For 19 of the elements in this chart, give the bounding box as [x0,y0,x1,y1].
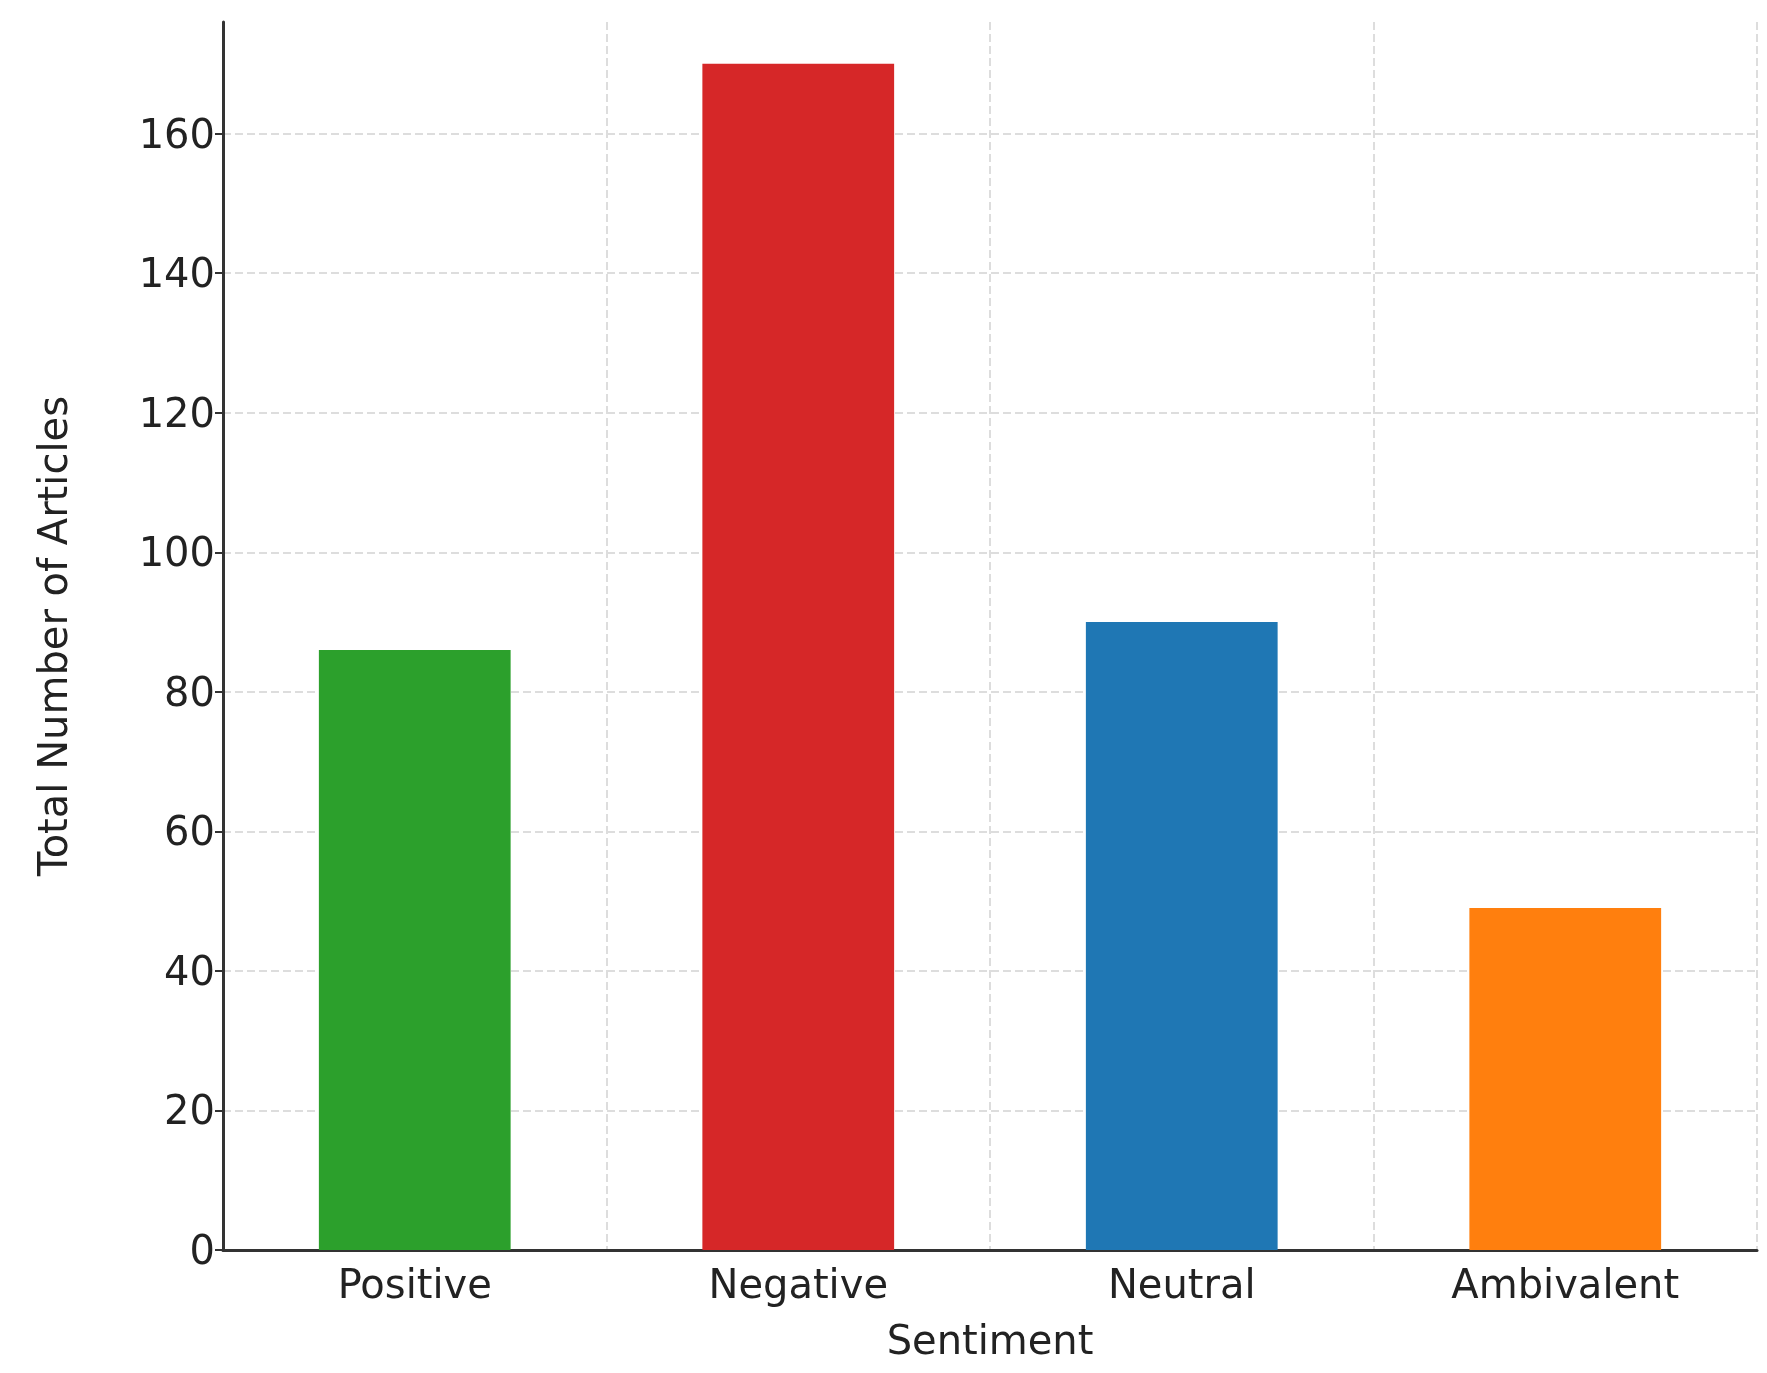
x-tick-label: Negative [708,1261,889,1307]
y-tick-label: 60 [164,808,215,855]
bar [318,649,511,1250]
bar [702,63,895,1250]
y-tick-label: 20 [164,1087,215,1134]
y-tick-label: 0 [189,1227,215,1273]
y-tick-label: 120 [138,389,215,436]
y-tick-label: 80 [164,668,215,715]
bar [1085,622,1278,1250]
x-tick-label: Positive [337,1261,492,1307]
y-tick-label: 100 [138,529,215,576]
x-tick-label: Ambivalent [1451,1261,1680,1307]
y-tick-label: 160 [138,110,215,157]
y-axis-title: Total Number of Articles [30,396,76,877]
bar [1469,908,1662,1250]
y-tick-label: 40 [164,947,215,994]
y-tick-label: 140 [138,250,215,297]
x-axis-title: Sentiment [886,1317,1094,1363]
x-tick-label: Neutral [1107,1261,1256,1307]
